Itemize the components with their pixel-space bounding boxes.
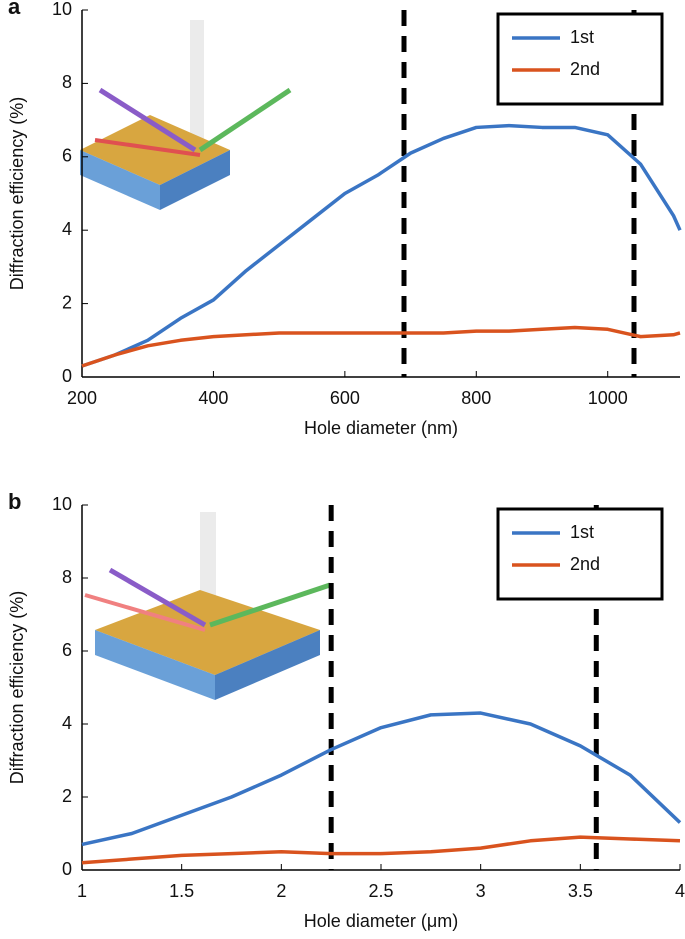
y-tick-label: 0	[62, 366, 72, 386]
legend-label: 1st	[570, 522, 594, 542]
legend-label: 1st	[570, 27, 594, 47]
x-tick-label: 4	[675, 881, 685, 901]
y-axis-label: Diffraction efficiency (%)	[7, 591, 27, 784]
x-tick-label: 2	[276, 881, 286, 901]
x-tick-label: 1	[77, 881, 87, 901]
y-tick-label: 8	[62, 72, 72, 92]
legend-label: 2nd	[570, 59, 600, 79]
x-tick-label: 2.5	[368, 881, 393, 901]
x-tick-label: 1000	[588, 388, 628, 408]
legend-box	[496, 507, 664, 601]
x-tick-label: 800	[461, 388, 491, 408]
x-tick-label: 200	[67, 388, 97, 408]
series-line	[81, 325, 681, 368]
y-tick-label: 8	[62, 567, 72, 587]
y-tick-label: 10	[52, 0, 72, 19]
y-tick-label: 10	[52, 494, 72, 514]
x-tick-label: 3	[476, 881, 486, 901]
series-line	[81, 711, 682, 847]
x-tick-label: 400	[198, 388, 228, 408]
y-tick-label: 6	[62, 640, 72, 660]
y-tick-label: 6	[62, 146, 72, 166]
y-axis-label: Diffraction efficiency (%)	[7, 97, 27, 290]
x-axis-label: Hole diameter (nm)	[304, 418, 458, 438]
y-tick-label: 2	[62, 786, 72, 806]
y-tick-label: 4	[62, 713, 72, 733]
inset-illustration-a	[80, 20, 292, 210]
legend-label: 2nd	[570, 554, 600, 574]
y-tick-label: 4	[62, 219, 72, 239]
x-tick-label: 3.5	[568, 881, 593, 901]
series-line	[81, 835, 681, 865]
legend-box	[496, 12, 664, 106]
panel-label: b	[8, 489, 21, 514]
x-axis-label: Hole diameter (μm)	[304, 911, 458, 931]
series-line	[81, 123, 682, 368]
x-tick-label: 600	[330, 388, 360, 408]
panel-label: a	[8, 0, 21, 19]
y-tick-label: 0	[62, 859, 72, 879]
y-tick-label: 2	[62, 292, 72, 312]
x-tick-label: 1.5	[169, 881, 194, 901]
inset-illustration-b	[84, 512, 331, 700]
